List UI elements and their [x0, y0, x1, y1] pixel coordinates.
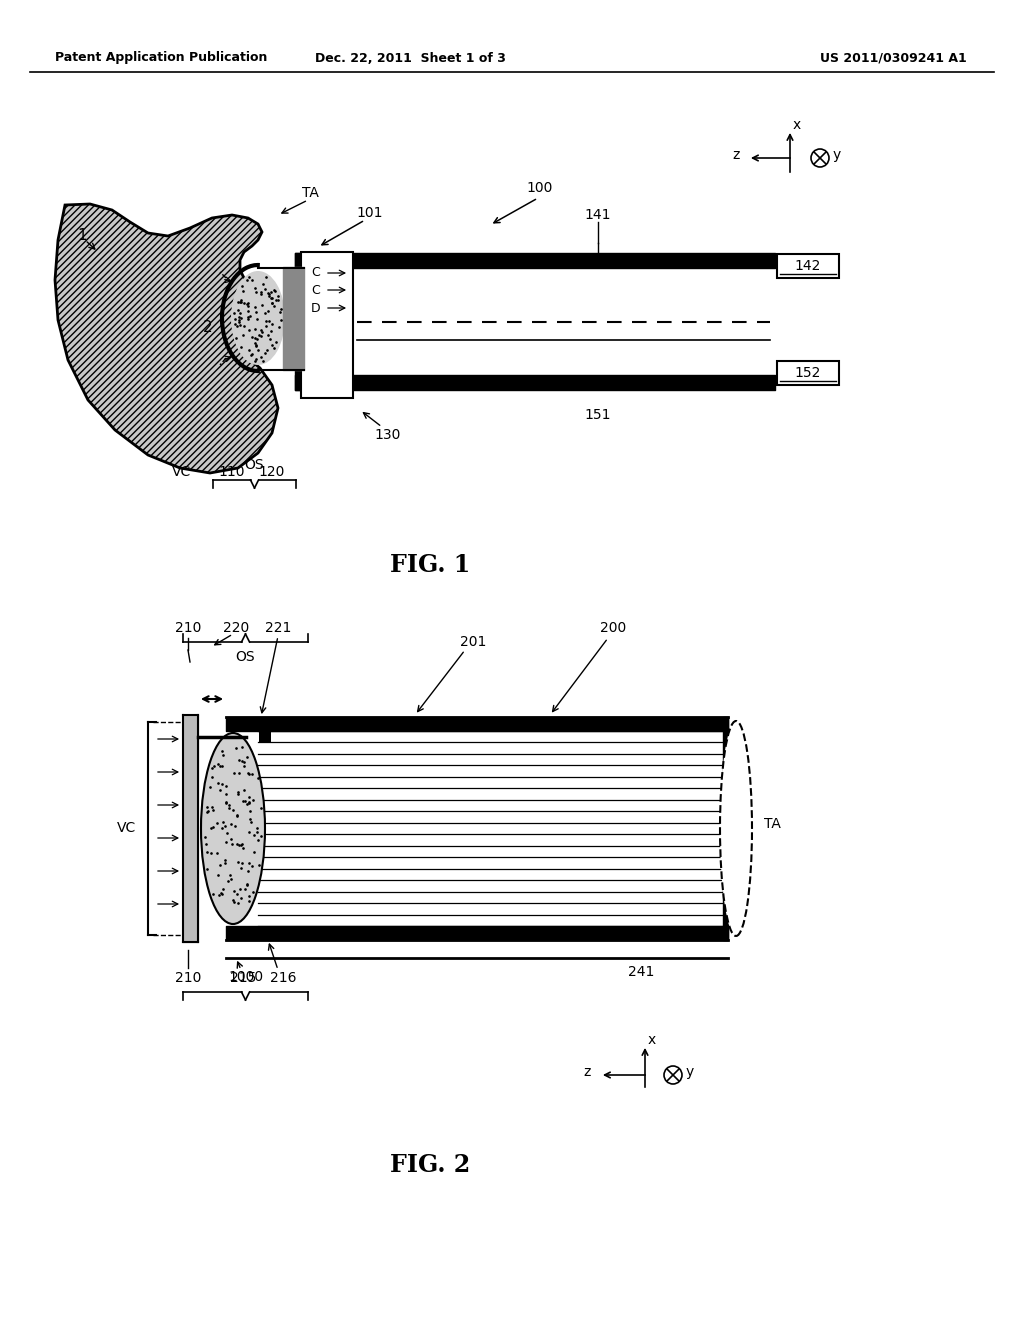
Text: 215: 215	[229, 972, 256, 985]
Text: FIG. 2: FIG. 2	[390, 1152, 470, 1177]
Text: 152: 152	[795, 366, 821, 380]
Bar	[301, 252, 353, 399]
Text: OS: OS	[236, 649, 255, 664]
Text: y: y	[833, 148, 842, 162]
Text: Dec. 22, 2011  Sheet 1 of 3: Dec. 22, 2011 Sheet 1 of 3	[314, 51, 506, 65]
Text: z: z	[584, 1065, 591, 1078]
Text: VC: VC	[117, 821, 136, 836]
Text: 130: 130	[375, 428, 401, 442]
Text: z: z	[732, 148, 740, 162]
Text: 101: 101	[356, 206, 383, 220]
Ellipse shape	[201, 733, 265, 924]
Text: C: C	[311, 267, 321, 280]
Ellipse shape	[231, 271, 285, 366]
Text: 216: 216	[269, 972, 296, 985]
Text: 1: 1	[77, 227, 87, 243]
Text: x: x	[793, 117, 801, 132]
Text: 141: 141	[585, 209, 611, 222]
Text: 151: 151	[585, 408, 611, 422]
Text: x: x	[648, 1034, 656, 1047]
Text: 241: 241	[628, 965, 654, 979]
Text: 100: 100	[526, 181, 553, 195]
Bar	[777, 360, 839, 385]
Text: 210: 210	[175, 620, 201, 635]
Text: 120: 120	[259, 465, 286, 479]
Text: 201: 201	[460, 635, 486, 649]
Text: 220: 220	[223, 620, 249, 635]
Text: y: y	[686, 1065, 694, 1078]
Text: 110: 110	[219, 465, 246, 479]
Text: VC: VC	[172, 465, 191, 479]
Text: TA: TA	[764, 817, 781, 830]
Text: 2: 2	[203, 321, 213, 335]
Text: US 2011/0309241 A1: US 2011/0309241 A1	[820, 51, 967, 65]
Text: TA: TA	[301, 186, 318, 201]
Bar	[259, 927, 271, 939]
Text: 210: 210	[175, 972, 201, 985]
Text: 200: 200	[600, 620, 627, 635]
Text: C: C	[311, 284, 321, 297]
Text: D: D	[311, 301, 321, 314]
Text: OS: OS	[245, 458, 264, 473]
Bar	[259, 731, 271, 743]
Text: 142: 142	[795, 259, 821, 273]
Text: FIG. 1: FIG. 1	[390, 553, 470, 577]
Text: 1000: 1000	[228, 970, 263, 983]
Ellipse shape	[720, 721, 752, 936]
Bar	[777, 253, 839, 279]
Text: 221: 221	[265, 620, 291, 635]
Text: Patent Application Publication: Patent Application Publication	[55, 51, 267, 65]
Polygon shape	[55, 205, 278, 473]
